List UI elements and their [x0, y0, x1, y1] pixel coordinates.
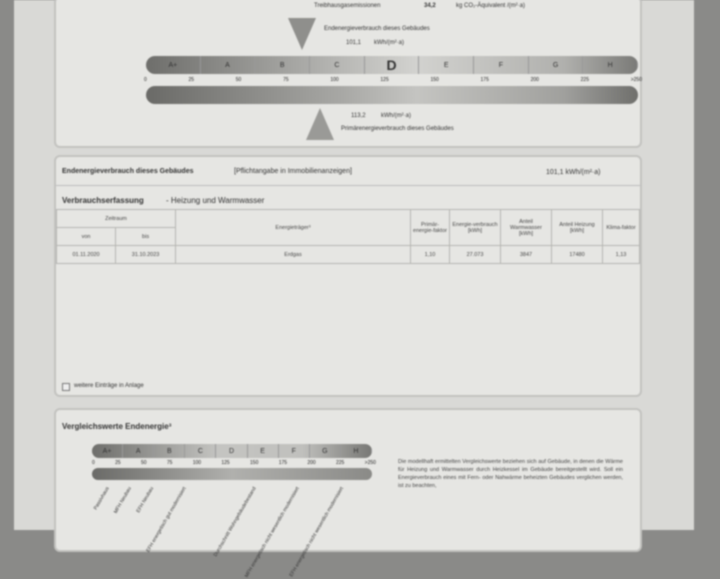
- class-Aplus: A+: [92, 444, 124, 458]
- reference-label: EFH energetisch nicht wesentlich moderni…: [288, 486, 346, 579]
- more-entries-checkbox[interactable]: [62, 383, 70, 391]
- tick-label: 100: [192, 460, 202, 466]
- tick-label: 75: [166, 460, 173, 466]
- reference-label: EFH Neubau: [135, 486, 156, 515]
- comparison-ticks: 0 25 50 75 100 125 150 175 200 225 >250: [92, 460, 376, 466]
- primary-energy-bar: [146, 86, 638, 104]
- class-F: F: [474, 56, 529, 74]
- class-B: B: [154, 444, 186, 458]
- primary-energy-label: Primärenergieverbrauch dieses Gebäudes: [341, 126, 454, 132]
- consumption-table: Zeitraum Energieträger³ Primär-energie-f…: [55, 209, 640, 264]
- primary-energy-arrow-icon: [306, 108, 334, 140]
- col-from: von: [55, 227, 117, 246]
- tick-label: 150: [250, 460, 259, 466]
- tick-label: 0: [144, 77, 147, 83]
- cell-klima: 1,13: [602, 245, 640, 264]
- class-D: D: [216, 444, 248, 458]
- tick-label: 150: [430, 77, 439, 83]
- class-A: A: [123, 444, 155, 458]
- end-energy-arrow-icon: [288, 18, 316, 50]
- end-energy-unit: kWh/(m²·a): [374, 40, 404, 46]
- tick-label: >250: [630, 77, 642, 83]
- reference-label: MFH Neubau: [113, 486, 134, 515]
- class-B: B: [255, 56, 311, 74]
- consumption-value: 101,1 kWh/(m²·a): [546, 169, 601, 176]
- cell-ww: 3847: [500, 245, 552, 264]
- col-ww: Anteil Warmwasser [kWh]: [500, 209, 552, 246]
- class-G: G: [529, 56, 584, 74]
- tick-label: >250: [364, 460, 376, 466]
- table-row: 01.11.2020 31.10.2023 Erdgas 1,10 27.073…: [55, 245, 640, 264]
- ghg-label: Treibhausgasemissionen: [314, 3, 381, 9]
- class-E: E: [248, 444, 279, 458]
- tick-label: 175: [480, 77, 489, 83]
- class-C: C: [185, 444, 217, 458]
- end-energy-value: 101,1: [346, 40, 362, 46]
- consumption-title: Endenergieverbrauch dieses Gebäudes: [62, 168, 194, 175]
- class-A: A: [201, 56, 256, 74]
- class-H: H: [341, 444, 372, 458]
- cell-factor: 1,10: [410, 245, 450, 264]
- comparison-panel: Vergleichswerte Endenergie³ A+ A B C D E F G H 0…: [54, 408, 642, 579]
- tick-label: 50: [140, 460, 147, 466]
- class-Aplus: A+: [146, 56, 201, 74]
- tick-label: 100: [330, 77, 339, 83]
- class-F: F: [279, 444, 310, 458]
- cell-to: 31.10.2023: [115, 245, 176, 264]
- col-to: bis: [115, 227, 176, 246]
- reference-label: EFH energetisch gut modernisiert: [144, 486, 188, 554]
- tick-label: 175: [278, 460, 288, 466]
- comparison-gradient-bar: [92, 468, 372, 480]
- comparison-class-bar: A+ A B C D E F G H: [92, 444, 372, 458]
- tick-label: 200: [530, 77, 539, 83]
- cell-use: 27.073: [449, 245, 501, 264]
- col-carrier: Energieträger³: [175, 209, 411, 246]
- tick-label: 225: [580, 77, 589, 83]
- consumption-panel: Endenergieverbrauch dieses Gebäudes [Pfl…: [54, 155, 642, 397]
- consumption-note: [Pflichtangabe in Immobilienanzeigen]: [234, 168, 352, 175]
- recording-title: Verbrauchserfassung: [62, 196, 144, 205]
- end-energy-label: Endenergieverbrauch dieses Gebäudes: [324, 26, 430, 32]
- scale-ticks: 0 25 50 75 100 125 150 175 200 225 >250: [144, 77, 642, 83]
- energy-scale-panel: Treibhausgasemissionen 34,2 kg CO₂-Äquiv…: [54, 0, 642, 148]
- tick-label: 50: [235, 77, 242, 83]
- comparison-title: Vergleichswerte Endenergie³: [62, 422, 172, 431]
- col-period: Zeitraum: [56, 209, 176, 228]
- class-E: E: [419, 56, 475, 74]
- tick-label: 200: [307, 460, 316, 466]
- cell-carrier: Erdgas: [175, 245, 411, 264]
- tick-label: 225: [336, 460, 345, 466]
- recording-subtitle: - Heizung und Warmwasser: [166, 196, 265, 205]
- ghg-value: 34,2: [424, 3, 436, 9]
- primary-energy-value: 113,2: [351, 113, 366, 119]
- reference-label: Passivhaus: [93, 486, 112, 512]
- reference-label: MFH energetisch nicht wesentlich moderni…: [244, 486, 302, 579]
- energy-class-bar: A+ A B C D E F G H: [146, 56, 638, 74]
- col-heat: Anteil Heizung [kWh]: [551, 209, 603, 246]
- tick-label: 0: [92, 460, 95, 466]
- tick-label: 125: [221, 460, 230, 466]
- primary-energy-unit: kWh/(m²·a): [381, 113, 411, 119]
- cell-heat: 17480: [551, 245, 603, 264]
- certificate-page: Treibhausgasemissionen 34,2 kg CO₂-Äquiv…: [14, 0, 694, 579]
- class-D: D: [365, 56, 420, 74]
- col-klima: Klima-faktor: [602, 209, 640, 246]
- tick-label: 125: [380, 77, 389, 83]
- more-entries-label: weitere Einträge in Anlage: [74, 383, 144, 389]
- tick-label: 25: [188, 77, 195, 83]
- class-C: C: [310, 56, 365, 74]
- class-G: G: [310, 444, 341, 458]
- comparison-text: Die modellhaft ermittelten Vergleichswer…: [398, 459, 623, 489]
- ghg-unit: kg CO₂-Äquivalent /(m²·a): [456, 3, 526, 9]
- class-H: H: [583, 56, 638, 74]
- col-use: Energie-verbrauch [kWh]: [449, 209, 501, 246]
- col-factor: Primär-energie-faktor: [410, 209, 450, 246]
- reference-label: Durchschnitt Wohngebäudebestand: [212, 486, 258, 558]
- tick-label: 75: [283, 77, 289, 83]
- tick-label: 25: [115, 460, 121, 466]
- cell-from: 01.11.2020: [55, 245, 117, 264]
